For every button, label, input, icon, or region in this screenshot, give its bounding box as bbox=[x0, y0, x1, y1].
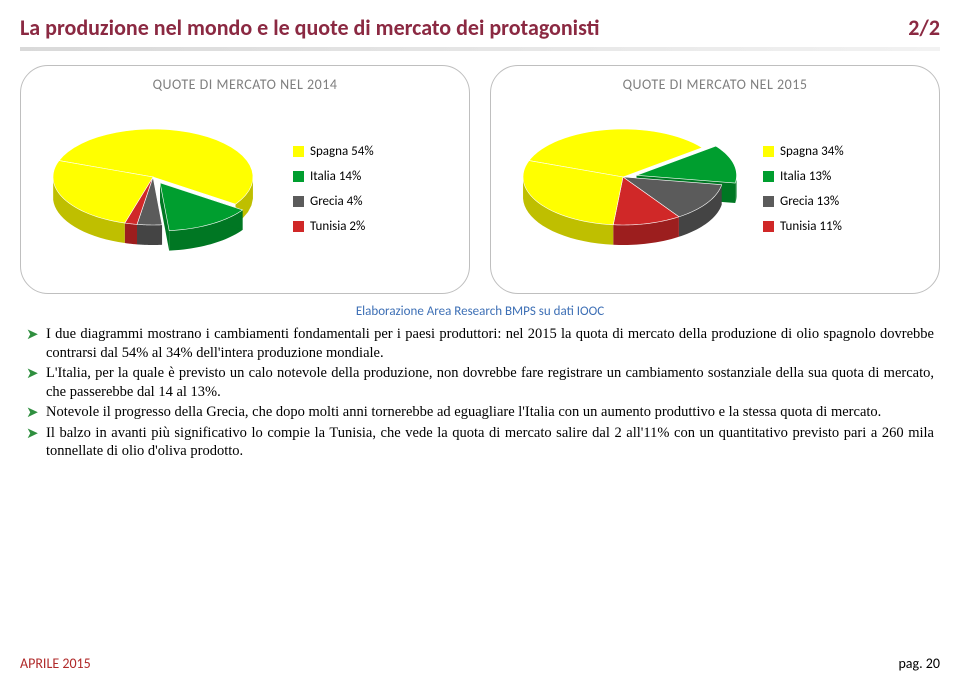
legend-row: Spagna 54% bbox=[293, 144, 374, 159]
bullet-text: Il balzo in avanti più significativo lo … bbox=[46, 425, 934, 460]
legend-label: Italia 13% bbox=[780, 169, 831, 184]
arrow-icon: ➤ bbox=[26, 326, 39, 345]
charts-row: QUOTE DI MERCATO NEL 2014 Spagna 54% Ita… bbox=[0, 65, 960, 294]
source-line: Elaborazione Area Research BMPS su dati … bbox=[0, 304, 960, 319]
swatch-icon bbox=[293, 146, 304, 157]
chart-panel-2015: QUOTE DI MERCATO NEL 2015 Spagna 34% Ita… bbox=[490, 65, 940, 294]
bullet-item: ➤ L'Italia, per la quale è previsto un ca… bbox=[26, 364, 934, 401]
swatch-icon bbox=[763, 171, 774, 182]
footer-page: pag. 20 bbox=[898, 655, 940, 672]
swatch-icon bbox=[763, 196, 774, 207]
legend-row: Grecia 4% bbox=[293, 194, 374, 209]
pie-2015 bbox=[503, 99, 753, 279]
bullet-item: ➤ Notevole il progresso della Grecia, che… bbox=[26, 403, 934, 422]
legend-label: Tunisia 11% bbox=[780, 219, 842, 234]
bullet-item: ➤ I due diagrammi mostrano i cambiamenti … bbox=[26, 325, 934, 362]
chart-body-2014: Spagna 54% Italia 14% Grecia 4% Tunisia … bbox=[33, 99, 457, 279]
legend-label: Grecia 13% bbox=[780, 194, 839, 209]
legend-row: Tunisia 2% bbox=[293, 219, 374, 234]
swatch-icon bbox=[293, 221, 304, 232]
legend-row: Tunisia 11% bbox=[763, 219, 844, 234]
pie-2014 bbox=[33, 99, 283, 279]
legend-label: Grecia 4% bbox=[310, 194, 363, 209]
bullet-text: Notevole il progresso della Grecia, che … bbox=[46, 404, 881, 420]
page-number: 2/2 bbox=[908, 14, 940, 41]
legend-label: Spagna 54% bbox=[310, 144, 374, 159]
legend-2014: Spagna 54% Italia 14% Grecia 4% Tunisia … bbox=[293, 144, 374, 234]
arrow-icon: ➤ bbox=[26, 425, 39, 444]
swatch-icon bbox=[763, 146, 774, 157]
legend-label: Spagna 34% bbox=[780, 144, 844, 159]
chart-title-2015: QUOTE DI MERCATO NEL 2015 bbox=[503, 76, 927, 93]
swatch-icon bbox=[293, 196, 304, 207]
legend-2015: Spagna 34% Italia 13% Grecia 13% Tunisia… bbox=[763, 144, 844, 234]
arrow-icon: ➤ bbox=[26, 365, 39, 384]
footer: APRILE 2015 pag. 20 bbox=[0, 655, 960, 672]
legend-row: Italia 14% bbox=[293, 169, 374, 184]
chart-title-2014: QUOTE DI MERCATO NEL 2014 bbox=[33, 76, 457, 93]
page-header: La produzione nel mondo e le quote di me… bbox=[0, 0, 960, 47]
bullet-text: L'Italia, per la quale è previsto un cal… bbox=[46, 365, 934, 400]
legend-label: Italia 14% bbox=[310, 169, 361, 184]
arrow-icon: ➤ bbox=[26, 404, 39, 423]
chart-body-2015: Spagna 34% Italia 13% Grecia 13% Tunisia… bbox=[503, 99, 927, 279]
chart-panel-2014: QUOTE DI MERCATO NEL 2014 Spagna 54% Ita… bbox=[20, 65, 470, 294]
swatch-icon bbox=[763, 221, 774, 232]
legend-label: Tunisia 2% bbox=[310, 219, 365, 234]
swatch-icon bbox=[293, 171, 304, 182]
page-title: La produzione nel mondo e le quote di me… bbox=[20, 14, 600, 41]
header-underline bbox=[20, 47, 940, 51]
legend-row: Spagna 34% bbox=[763, 144, 844, 159]
footer-date: APRILE 2015 bbox=[20, 655, 91, 672]
bullets-block: ➤ I due diagrammi mostrano i cambiamenti … bbox=[0, 325, 960, 461]
bullet-item: ➤ Il balzo in avanti più significativo lo… bbox=[26, 424, 934, 461]
legend-row: Grecia 13% bbox=[763, 194, 844, 209]
bullet-text: I due diagrammi mostrano i cambiamenti f… bbox=[46, 326, 934, 361]
legend-row: Italia 13% bbox=[763, 169, 844, 184]
